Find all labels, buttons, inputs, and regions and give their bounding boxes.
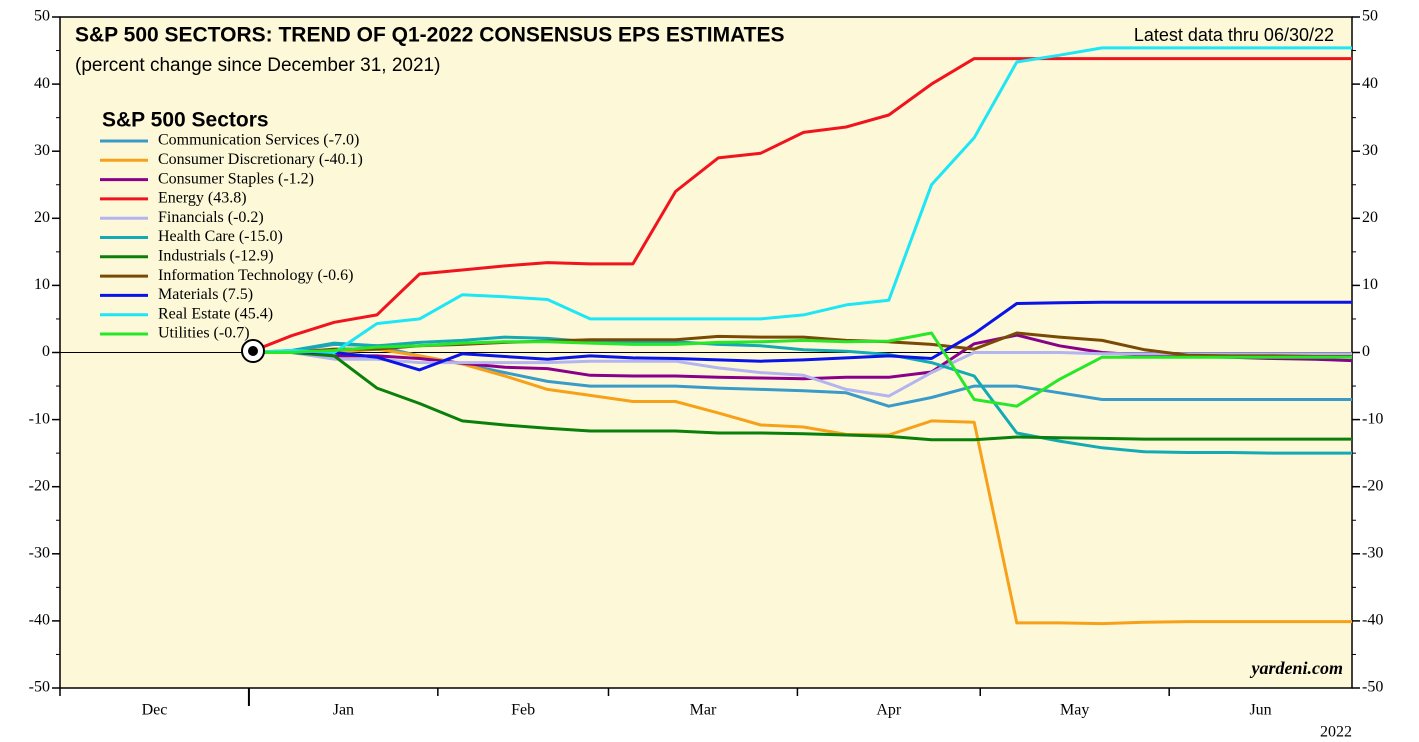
y2-tick-label: 10	[1362, 276, 1378, 293]
y2-tick-label: -30	[1362, 544, 1383, 561]
x-tick-label: May	[1060, 702, 1089, 719]
x-tick-label: Apr	[876, 702, 902, 719]
series-line	[248, 335, 1352, 455]
y-tick-label: 10	[34, 276, 50, 293]
series-line	[248, 331, 1352, 408]
series-line	[248, 300, 1352, 372]
y2-tick-label: 30	[1362, 142, 1378, 159]
series-lines	[248, 46, 1353, 626]
legend-label: Financials (-0.2)	[158, 209, 264, 226]
y2-tick-label: 50	[1362, 8, 1378, 25]
y-tick-label: 40	[34, 75, 50, 92]
x-tick-label: Jun	[1249, 702, 1271, 719]
legend-title: S&P 500 Sectors	[102, 109, 269, 132]
legend-label: Health Care (-15.0)	[158, 228, 283, 245]
year-label: 2022	[1320, 724, 1352, 741]
legend-label: Energy (43.8)	[158, 190, 247, 207]
y2-tick-label: -10	[1362, 410, 1383, 427]
chart-title: S&P 500 SECTORS: TREND OF Q1-2022 CONSEN…	[75, 24, 785, 47]
y-tick-label: 30	[34, 142, 50, 159]
legend-label: Utilities (-0.7)	[158, 325, 250, 342]
y-tick-label: -10	[29, 410, 50, 427]
legend-label: Consumer Staples (-1.2)	[158, 170, 314, 187]
legend-label: Real Estate (45.4)	[158, 305, 273, 322]
x-tick-label: Feb	[511, 702, 535, 719]
legend-label: Industrials (-12.9)	[158, 247, 274, 264]
chart-subtitle: (percent change since December 31, 2021)	[75, 55, 440, 76]
y-tick-label: -50	[29, 679, 50, 696]
y-tick-label: 20	[34, 209, 50, 226]
x-tick-label: Jan	[333, 702, 354, 719]
y-tick-label: 50	[34, 8, 50, 25]
legend-label: Communication Services (-7.0)	[158, 132, 359, 149]
y2-tick-label: -50	[1362, 679, 1383, 696]
note: Latest data thru 06/30/22	[1134, 25, 1334, 45]
y2-tick-label: 0	[1362, 343, 1370, 360]
y2-tick-label: -40	[1362, 612, 1383, 629]
y2-tick-label: 40	[1362, 75, 1378, 92]
legend-label: Consumer Discretionary (-40.1)	[158, 151, 363, 168]
legend-label: Information Technology (-0.6)	[158, 267, 353, 284]
source: yardeni.com	[1250, 658, 1344, 678]
legend: Communication Services (-7.0) Consumer Di…	[100, 132, 363, 342]
x-tick-label: Mar	[690, 702, 717, 719]
origin-marker-dot	[248, 346, 258, 356]
series-line	[248, 351, 1352, 442]
series-line	[248, 46, 1352, 354]
series-line	[248, 57, 1352, 354]
y-tick-label: -30	[29, 544, 50, 561]
y2-tick-label: 20	[1362, 209, 1378, 226]
y-tick-label: -20	[29, 477, 50, 494]
y2-tick-label: -20	[1362, 477, 1383, 494]
legend-label: Materials (7.5)	[158, 286, 253, 303]
y-tick-label: -40	[29, 612, 50, 629]
x-tick-label: Dec	[142, 702, 168, 719]
y-tick-label: 0	[42, 343, 50, 360]
